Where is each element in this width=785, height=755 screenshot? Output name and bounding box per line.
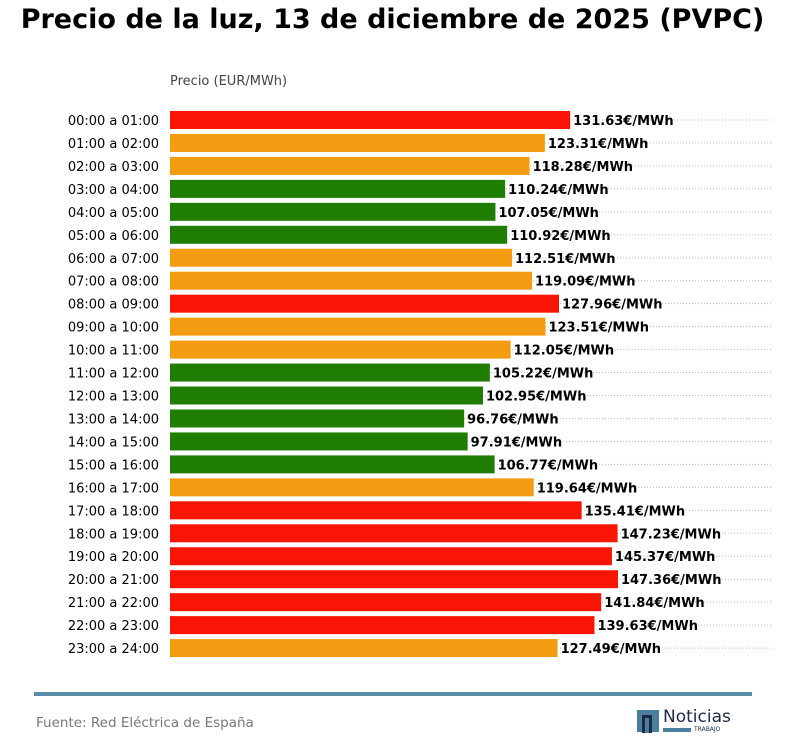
- logo-icon: [637, 710, 659, 733]
- category-label: 09:00 a 10:00: [68, 321, 159, 336]
- category-label: 20:00 a 21:00: [68, 573, 159, 588]
- bar-6: [170, 248, 513, 267]
- bar-22: [170, 616, 595, 635]
- category-label: 21:00 a 22:00: [68, 596, 159, 611]
- category-label: 04:00 a 05:00: [68, 206, 159, 221]
- value-label: 123.31€/MWh: [548, 137, 649, 152]
- logo-subtext: TRABAJO: [694, 726, 721, 733]
- value-label: 119.09€/MWh: [535, 275, 636, 290]
- bar-23: [170, 639, 558, 658]
- x-axis-label: Precio (EUR/MWh): [170, 74, 288, 89]
- category-label: 07:00 a 08:00: [68, 275, 159, 290]
- bar-4: [170, 202, 496, 221]
- value-label: 139.63€/MWh: [597, 619, 698, 634]
- bar-13: [170, 409, 465, 428]
- category-label: 02:00 a 03:00: [68, 160, 159, 175]
- category-label: 17:00 a 18:00: [68, 504, 159, 519]
- value-label: 135.41€/MWh: [585, 504, 686, 519]
- category-label: 18:00 a 19:00: [68, 527, 159, 542]
- bar-18: [170, 524, 618, 543]
- value-label: 112.51€/MWh: [515, 252, 616, 267]
- category-label: 13:00 a 14:00: [68, 412, 159, 427]
- value-label: 107.05€/MWh: [498, 206, 599, 221]
- value-label: 96.76€/MWh: [467, 412, 558, 427]
- bar-9: [170, 317, 546, 336]
- category-label: 22:00 a 23:00: [68, 619, 159, 634]
- bar-11: [170, 363, 490, 382]
- bar-15: [170, 455, 495, 474]
- value-label: 123.51€/MWh: [548, 321, 649, 336]
- value-label: 127.49€/MWh: [561, 642, 662, 657]
- source-text: Fuente: Red Eléctrica de España: [36, 715, 254, 731]
- value-label: 118.28€/MWh: [533, 160, 634, 175]
- value-label: 127.96€/MWh: [562, 298, 663, 313]
- bar-10: [170, 340, 511, 359]
- bar-7: [170, 271, 533, 290]
- category-label: 16:00 a 17:00: [68, 481, 159, 496]
- value-label: 147.36€/MWh: [621, 573, 722, 588]
- value-label: 119.64€/MWh: [537, 481, 638, 496]
- bar-12: [170, 386, 483, 405]
- value-label: 145.37€/MWh: [615, 550, 716, 565]
- value-label: 147.23€/MWh: [621, 527, 722, 542]
- value-label: 131.63€/MWh: [573, 114, 674, 129]
- bar-16: [170, 478, 534, 497]
- value-label: 102.95€/MWh: [486, 390, 587, 405]
- category-label: 00:00 a 01:00: [68, 114, 159, 129]
- bar-chart: 00:00 a 01:00 131.63€/MWh 01:00 a 02:00 123…: [68, 111, 773, 658]
- footer-divider: [34, 692, 752, 696]
- noticias-trabajo-logo: Noticias TRABAJO: [637, 707, 737, 735]
- category-label: 23:00 a 24:00: [68, 642, 159, 657]
- bar-21: [170, 593, 602, 612]
- value-label: 141.84€/MWh: [604, 596, 705, 611]
- category-label: 05:00 a 06:00: [68, 229, 159, 244]
- bar-17: [170, 501, 582, 520]
- category-label: 12:00 a 13:00: [68, 390, 159, 405]
- category-label: 10:00 a 11:00: [68, 344, 159, 359]
- category-label: 14:00 a 15:00: [68, 435, 159, 450]
- category-label: 15:00 a 16:00: [68, 458, 159, 473]
- bar-19: [170, 547, 612, 566]
- bar-1: [170, 133, 545, 152]
- bar-5: [170, 225, 508, 244]
- category-label: 06:00 a 07:00: [68, 252, 159, 267]
- category-label: 01:00 a 02:00: [68, 137, 159, 152]
- logo-text: Noticias: [663, 707, 731, 727]
- value-label: 105.22€/MWh: [493, 367, 593, 382]
- value-label: 110.92€/MWh: [510, 229, 610, 244]
- category-label: 03:00 a 04:00: [68, 183, 159, 198]
- category-label: 08:00 a 09:00: [68, 298, 159, 313]
- category-label: 19:00 a 20:00: [68, 550, 159, 565]
- bar-20: [170, 570, 618, 589]
- chart-title: Precio de la luz, 13 de diciembre de 202…: [20, 4, 765, 35]
- bar-2: [170, 156, 530, 175]
- value-label: 110.24€/MWh: [508, 183, 609, 198]
- value-label: 112.05€/MWh: [514, 344, 615, 359]
- bar-3: [170, 179, 506, 198]
- bar-14: [170, 432, 468, 451]
- value-label: 106.77€/MWh: [498, 458, 599, 473]
- value-label: 97.91€/MWh: [471, 435, 562, 450]
- category-label: 11:00 a 12:00: [68, 367, 159, 382]
- bar-8: [170, 294, 559, 313]
- bar-0: [170, 111, 571, 129]
